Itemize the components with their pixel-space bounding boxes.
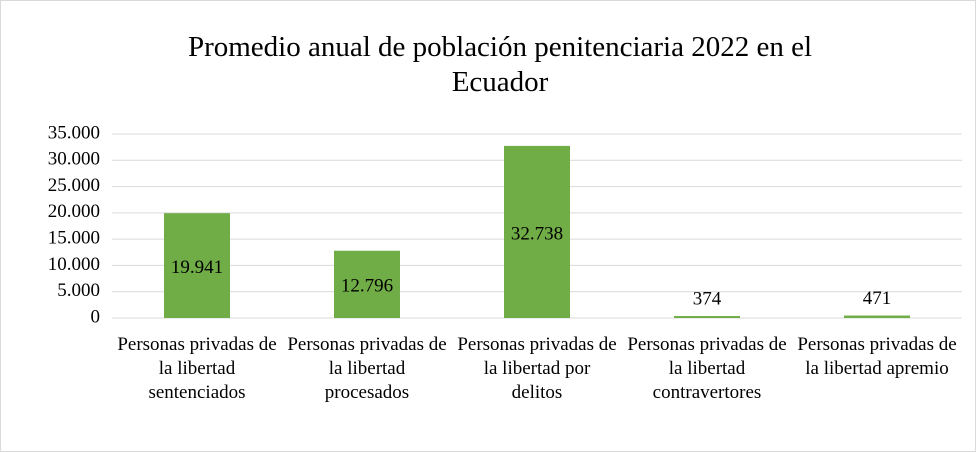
data-label: 374 [693,288,722,309]
data-label: 19.941 [171,257,223,278]
y-tick-label: 30.000 [48,149,100,170]
data-label: 12.796 [341,276,393,297]
bar [164,213,230,318]
y-tick-label: 20.000 [48,201,100,222]
y-tick-label: 5.000 [57,280,100,301]
data-label: 471 [863,288,892,309]
y-tick-label: 25.000 [48,175,100,196]
x-tick-label: Personas privadas de la libertad contrav… [627,334,787,403]
x-tick-label: Personas privadas de la libertad por del… [457,334,617,403]
x-tick-label: Personas privadas de la libertad procesa… [287,334,447,403]
x-tick-label: Personas privadas de la libertad apremio [797,334,957,379]
y-tick-label: 15.000 [48,228,100,249]
bar [504,145,570,318]
data-label: 32.738 [511,223,563,244]
y-tick-label: 10.000 [48,254,100,275]
bar [674,316,740,318]
y-tick-label: 0 [91,306,101,327]
x-tick-label: Personas privadas de la libertad sentenc… [117,334,277,403]
bar [844,315,910,318]
bar [334,250,400,318]
y-tick-label: 35.000 [48,122,100,143]
chart-title: Promedio anual de población penitenciari… [187,31,813,98]
